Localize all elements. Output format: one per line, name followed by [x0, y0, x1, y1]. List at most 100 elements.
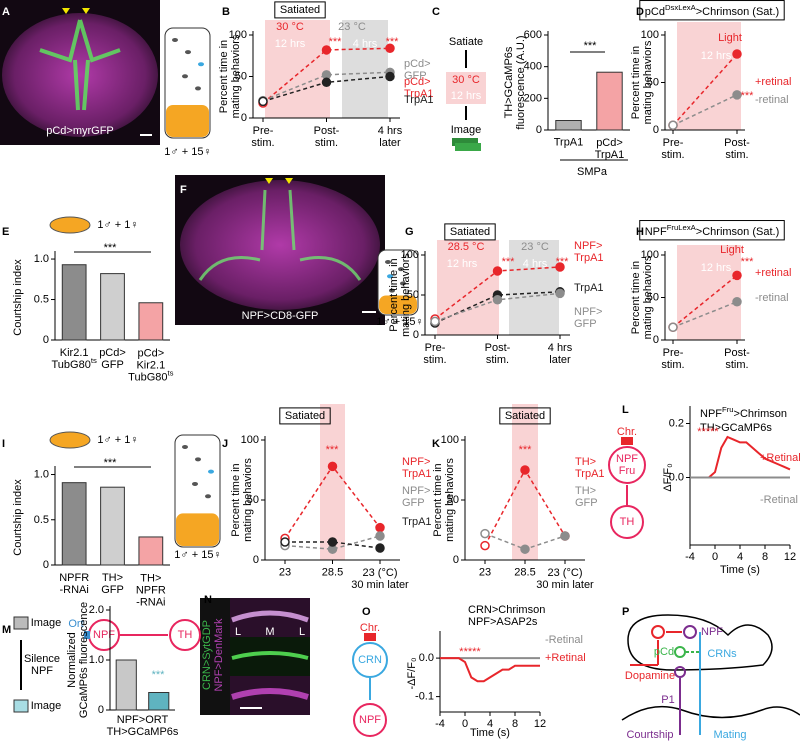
- data-point: [385, 43, 395, 54]
- panel-label: J: [222, 438, 228, 450]
- y-tick-label: 100: [241, 434, 259, 446]
- panel-label: L: [622, 404, 629, 416]
- series-label: -Retinal: [760, 494, 798, 506]
- series-line: [672, 301, 738, 328]
- chart-title: Satiated: [450, 226, 490, 238]
- figure-text: TH: [620, 516, 635, 528]
- annotation: 1♂ + 1♀: [97, 434, 138, 446]
- schematic-c: [446, 50, 628, 161]
- circuit-diagrams: [13, 437, 646, 737]
- x-tick-label: Kir2.1 TubG80ts: [52, 347, 97, 371]
- y-tick-label: 50: [407, 289, 419, 301]
- y-tick-label: 0.0: [419, 652, 434, 664]
- y-tick-label: 0: [536, 124, 542, 136]
- series-label: NPF> GFP: [402, 485, 430, 509]
- figure-text: 1♂ + 15♀: [164, 146, 211, 158]
- y-axis-label: -ΔF/F₀: [406, 657, 418, 689]
- y-tick-label: 0: [653, 334, 659, 346]
- data-point: [430, 316, 440, 327]
- fly: [385, 260, 391, 264]
- figure-text: TH: [178, 629, 193, 641]
- x-tick-label: TrpA1: [554, 136, 584, 148]
- circuit-diagram-p: [621, 614, 800, 735]
- x-tick-label: TH> GFP: [101, 572, 124, 596]
- figure-text: Image: [451, 124, 482, 136]
- fly: [205, 494, 211, 499]
- title-box: [639, 0, 785, 21]
- x-tick-label: Pre-stim.: [251, 125, 274, 149]
- micrograph-a: [0, 0, 160, 145]
- annotation: 12 hrs: [447, 258, 478, 270]
- series-label: pCd> TrpA1: [404, 76, 434, 100]
- data-point: [520, 544, 530, 554]
- figure-text: 30 °C: [452, 74, 480, 86]
- figure-text: NPF>ASAP2s: [468, 616, 538, 628]
- fly: [185, 50, 191, 55]
- annotation: ***: [556, 256, 570, 268]
- figure-text: Image: [31, 617, 62, 629]
- y-tick-label: 50: [235, 70, 247, 82]
- bar: [61, 482, 87, 566]
- x-tick-label: 23 (°C) 30 min later: [536, 567, 594, 591]
- series-label: TrpA1: [404, 94, 434, 106]
- y-tick-label: 0: [653, 124, 659, 136]
- annotation: 1♂ + 1♀: [97, 219, 138, 231]
- series-line: [285, 541, 381, 549]
- series-label: +Retinal: [760, 452, 800, 464]
- bar: [138, 536, 164, 566]
- y-tick-label: 100: [229, 29, 247, 41]
- highlight-band: [677, 245, 741, 340]
- highlight-band: [265, 20, 330, 118]
- figure-text: 1♂ + 15♀: [174, 549, 221, 561]
- data-point: [321, 45, 332, 55]
- series-label: NPF> TrpA1: [402, 456, 432, 480]
- annotation: ***: [741, 90, 755, 102]
- title-box: [274, 1, 326, 19]
- data-point: [258, 96, 268, 107]
- y-tick-label: 50: [447, 494, 459, 506]
- annotation: 30 °C: [276, 21, 304, 33]
- data-point: [732, 90, 742, 100]
- panel-label: F: [180, 184, 187, 196]
- series-label: TH> TrpA1: [575, 456, 605, 480]
- micrograph-n: [200, 598, 310, 715]
- series-label: NPF> TrpA1: [574, 240, 604, 264]
- annotation: ***: [741, 256, 755, 268]
- annotation: *****: [697, 426, 719, 438]
- highlight-band: [512, 404, 538, 560]
- figure-text: Satiate: [449, 36, 483, 48]
- data-point: [327, 461, 338, 472]
- annotation: ***: [519, 444, 533, 456]
- x-tick-label: 4: [487, 718, 493, 730]
- annotation: 28.5 °C: [448, 241, 485, 253]
- figure-text: CRN>SytGDP: [201, 620, 213, 690]
- bar: [138, 302, 164, 341]
- annotation: TH>GCaMP6s: [700, 422, 772, 434]
- figure-text: CRN: [358, 654, 382, 666]
- annotation: ***: [502, 256, 516, 268]
- figure-text: L: [299, 626, 305, 638]
- figure-text: Silence NPF: [24, 653, 60, 677]
- chart-title: Satiated: [505, 410, 545, 422]
- fly: [182, 74, 188, 79]
- dish-icons: [49, 216, 91, 449]
- data-point: [385, 71, 395, 82]
- y-tick-label: 0: [43, 334, 49, 346]
- data-point: [480, 528, 490, 539]
- panel-label: K: [432, 438, 440, 450]
- y-tick-label: 100: [641, 29, 659, 41]
- fly: [192, 481, 198, 486]
- y-axis-label: NormalizedGCaMP6s fluorescence: [66, 602, 90, 718]
- y-axis-label: Courtship index: [12, 479, 24, 556]
- x-tick-label: 12: [534, 718, 546, 730]
- annotation: ***: [104, 457, 118, 469]
- data-point: [375, 522, 385, 533]
- y-tick-label: 50: [247, 494, 259, 506]
- annotation: ***: [326, 444, 340, 456]
- figure-text: Image: [31, 700, 62, 712]
- data-point: [321, 77, 332, 88]
- y-tick-label: 0.2: [669, 417, 684, 429]
- bar: [148, 692, 170, 711]
- panel-label: G: [405, 226, 414, 238]
- figure-text: CRNs: [707, 648, 737, 660]
